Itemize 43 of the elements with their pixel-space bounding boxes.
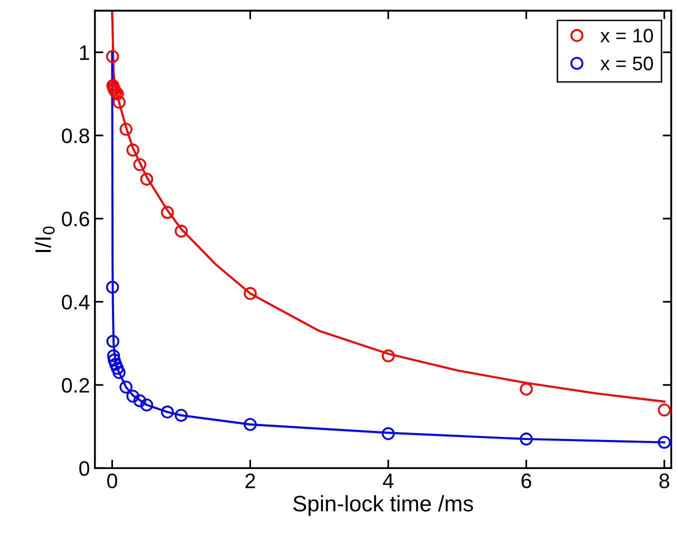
y-tick-label: 0.8 — [62, 128, 90, 144]
x-axis-title: Spin-lock time /ms — [293, 495, 474, 516]
point — [110, 362, 124, 375]
y-axis-title: I/I$_{0}$ — [34, 226, 55, 252]
y-tick-label: 0.6 — [62, 212, 90, 226]
point — [120, 380, 132, 394]
point — [382, 349, 395, 362]
point — [112, 96, 126, 109]
point — [106, 280, 119, 294]
point — [106, 334, 120, 348]
x-tick-label: 4 — [382, 474, 394, 488]
point — [174, 224, 188, 238]
point — [126, 144, 140, 156]
y-tick-label: 1 — [80, 46, 90, 60]
point — [174, 408, 188, 422]
y-tick-label: 0.2 — [62, 378, 90, 393]
y-tick-label: 0 — [79, 461, 90, 476]
point — [244, 287, 257, 300]
legend-label: x = 10 — [600, 28, 653, 42]
point — [520, 432, 533, 446]
legend-label: x = 50 — [600, 56, 653, 70]
point — [133, 158, 146, 172]
point — [382, 427, 395, 440]
x-tick-label: 2 — [245, 474, 255, 488]
y-tick-label: 0.4 — [62, 294, 90, 310]
point — [133, 394, 146, 408]
point — [120, 122, 132, 136]
point — [658, 403, 671, 416]
x-tick-label: 0 — [107, 474, 118, 488]
point — [520, 382, 533, 396]
point — [106, 50, 119, 63]
point — [107, 349, 120, 362]
point — [160, 206, 174, 219]
point — [244, 418, 257, 431]
point — [140, 398, 154, 412]
point — [140, 172, 154, 186]
point — [658, 436, 671, 449]
point — [112, 366, 126, 379]
x-tick-label: 6 — [522, 474, 532, 488]
point — [126, 390, 140, 403]
point — [108, 354, 121, 366]
x-tick-label: 8 — [659, 474, 670, 488]
point — [160, 406, 174, 418]
